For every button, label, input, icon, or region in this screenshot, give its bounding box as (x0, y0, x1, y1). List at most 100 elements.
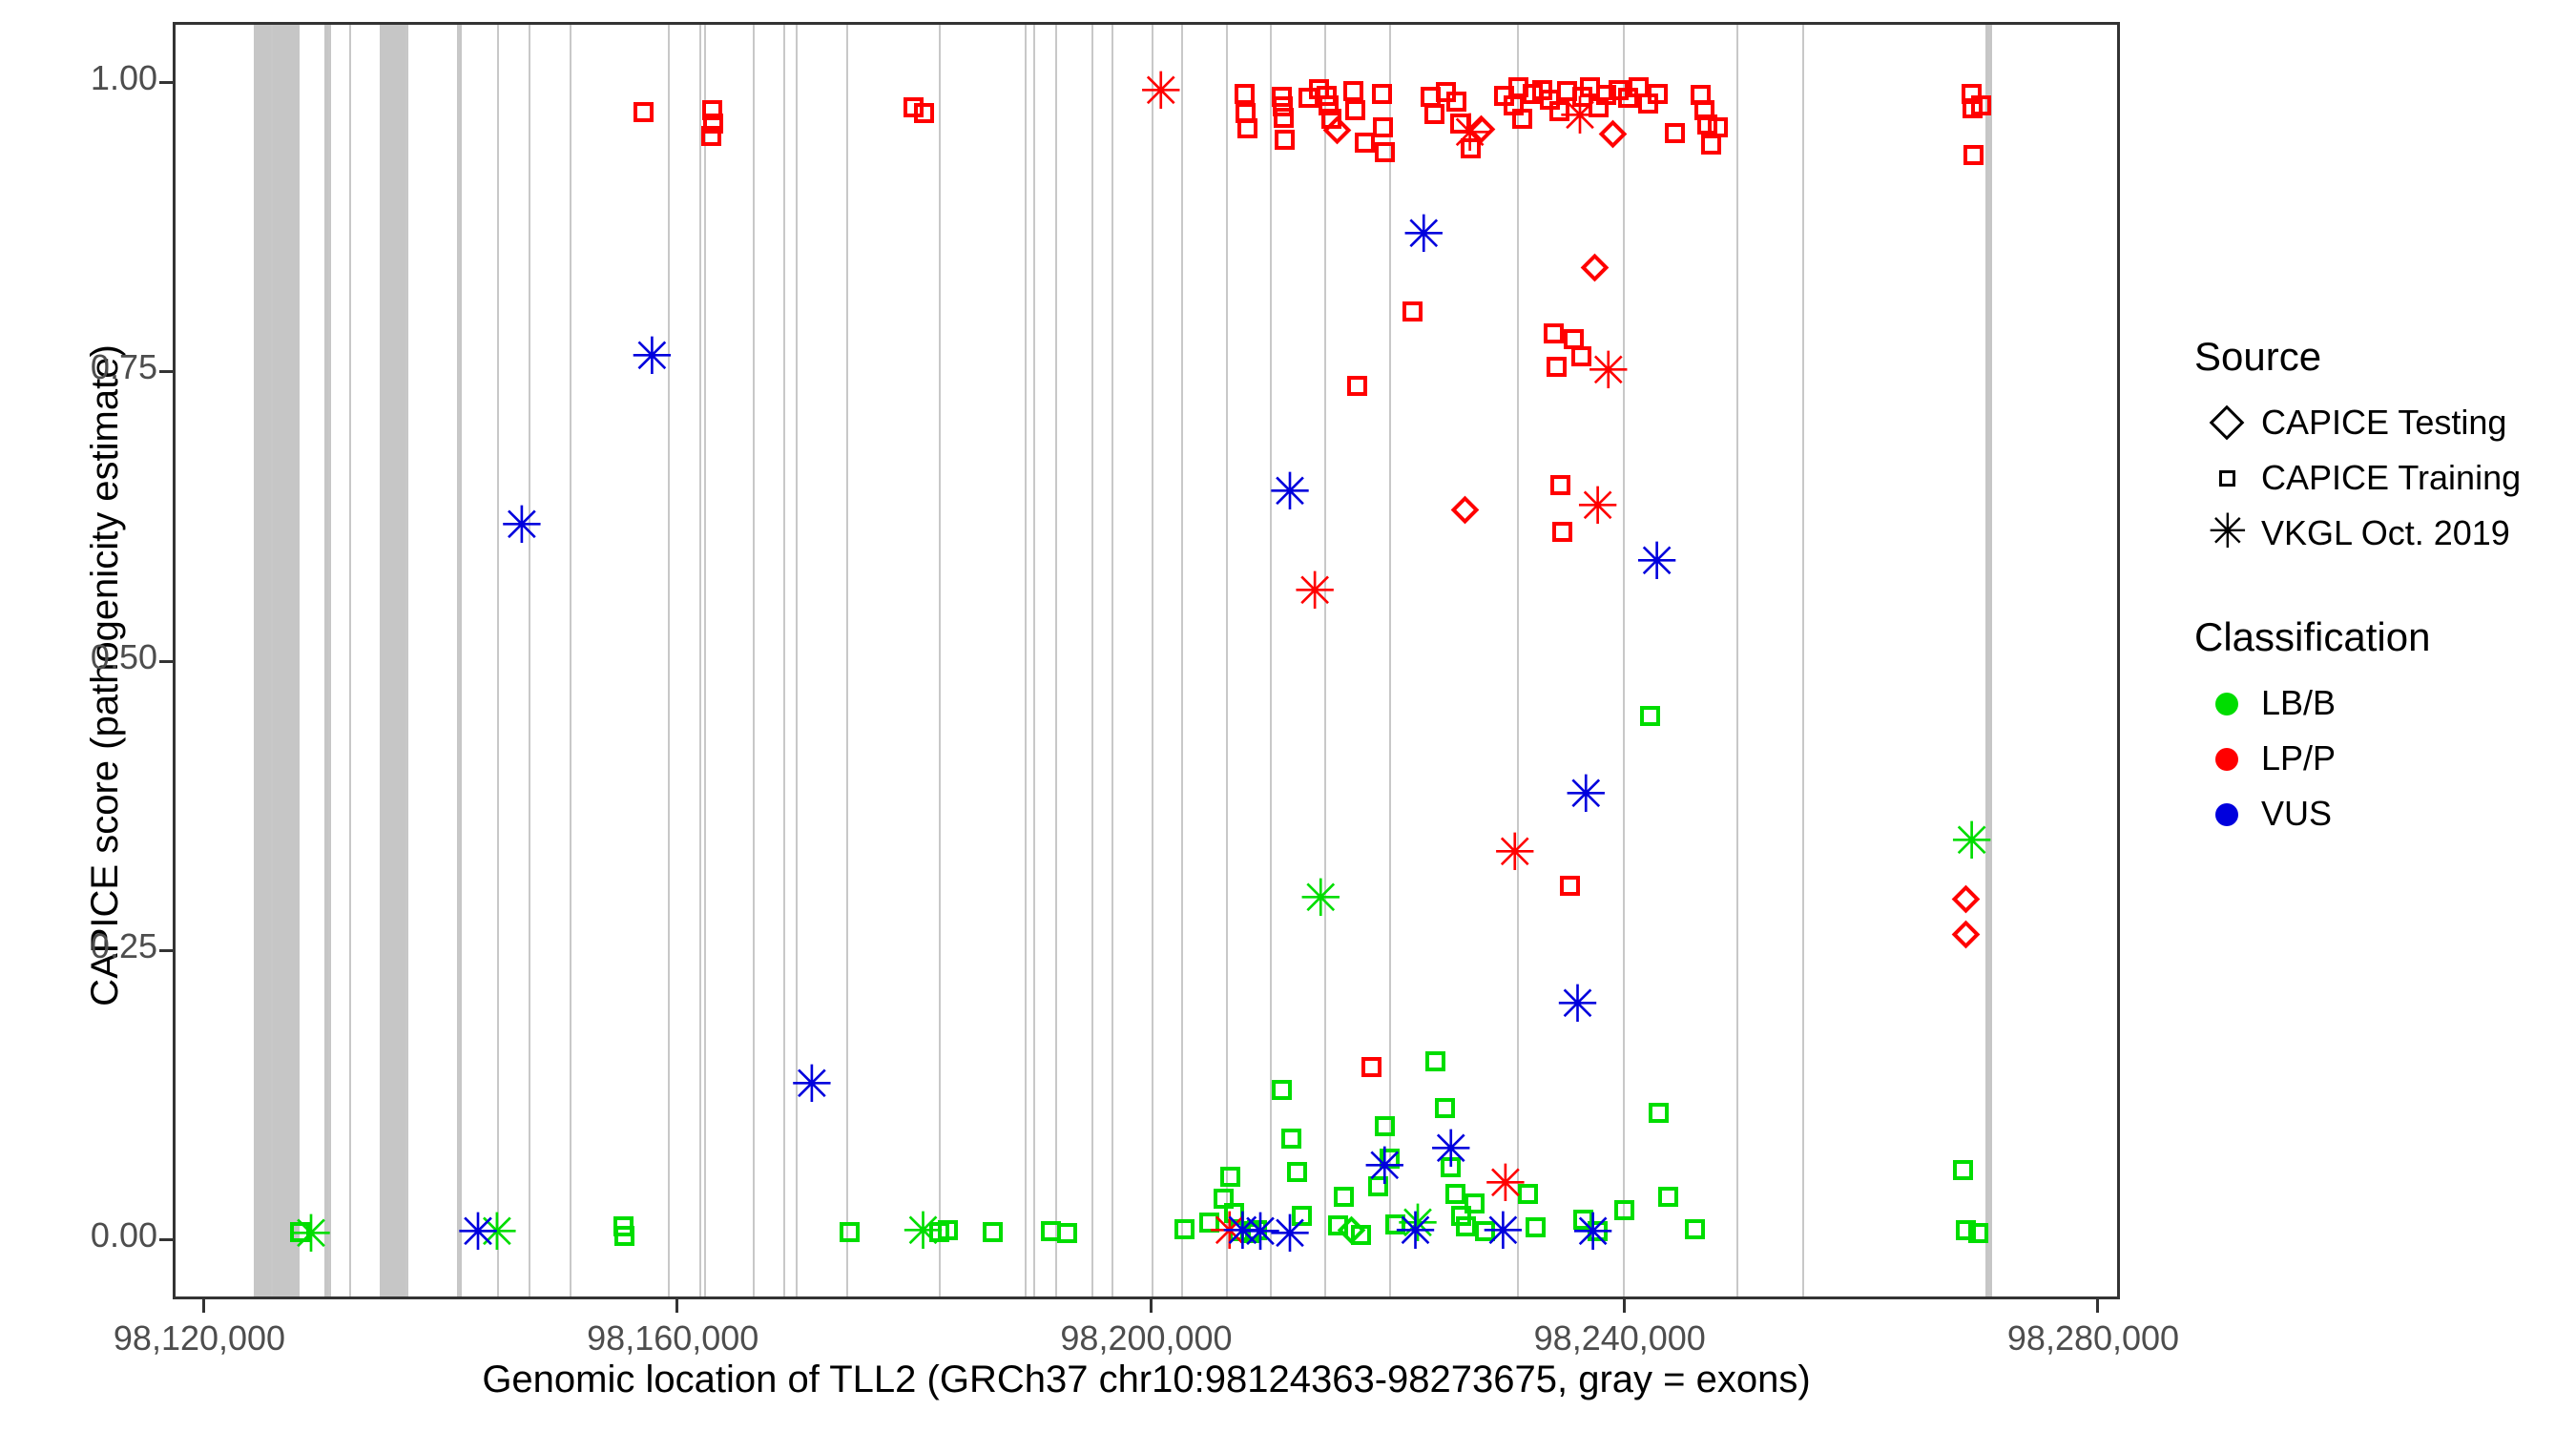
gridline (1517, 25, 1520, 1296)
square-icon (1434, 1098, 1455, 1119)
y-tick-label: 0.00 (90, 1215, 157, 1255)
legend: Source CAPICE Testing CAPICE Training ✳ VKGL… (2194, 334, 2576, 841)
asterisk-icon: ✳ (1484, 1153, 1527, 1214)
square-icon (1280, 1128, 1301, 1149)
square-icon (1456, 1216, 1477, 1237)
plot-area: ✳ ✳ ✳ ✳ ✳ ✳ ✳ ✳ ✳ ✳ ✳ ✳ ✳ ✳ ✳ ✳ ✳ ✳ ✳ ✳ ✳ ✳ ✳ ✳ ✳ ✳ ✳ ✳ ✳ ✳ ✳ ✳ (176, 25, 2117, 1296)
square-icon (1445, 1184, 1466, 1205)
diamond-icon (2209, 404, 2245, 441)
asterisk-icon: ✳ (1362, 1136, 1406, 1197)
gridline (783, 25, 786, 1296)
legend-key (2194, 675, 2261, 731)
asterisk-icon: ✳ (1635, 530, 1679, 591)
diamond-icon (1951, 884, 1981, 914)
square-icon (1174, 1218, 1195, 1239)
gridline (496, 25, 499, 1296)
gridline (795, 25, 798, 1296)
square-icon (1649, 1103, 1670, 1124)
square-icon (1275, 130, 1296, 151)
square-icon (982, 1222, 1003, 1243)
square-icon (1374, 142, 1395, 163)
legend-title-classification: Classification (2194, 614, 2431, 659)
square-icon (1517, 1184, 1538, 1205)
asterisk-icon: ✳ (1402, 203, 1445, 264)
square-icon (914, 103, 935, 124)
diamond-icon (1581, 253, 1610, 281)
dot-icon (2215, 748, 2238, 771)
x-tickmark (202, 1296, 205, 1313)
square-icon (1549, 100, 1570, 121)
square-icon (1955, 1219, 1976, 1240)
legend-key (2194, 450, 2261, 506)
square-icon (1475, 1220, 1496, 1241)
square-icon (1648, 83, 1669, 104)
asterisk-icon: ✳ (1493, 822, 1537, 883)
square-icon (1446, 92, 1467, 113)
gridline (1180, 25, 1183, 1296)
dot-icon (2215, 803, 2238, 826)
legend-item-label: LB/B (2261, 683, 2337, 722)
square-icon (1384, 1213, 1405, 1234)
legend-spacer (2194, 561, 2576, 614)
square-icon (1423, 104, 1444, 125)
square-icon (1235, 83, 1256, 104)
legend-item[interactable]: LB/B (2194, 675, 2576, 731)
square-icon (1664, 122, 1685, 143)
asterisk-icon: ✳ (1564, 763, 1608, 824)
x-tickmark (1149, 1296, 1153, 1313)
square-icon (1424, 1050, 1445, 1071)
square-icon (1551, 522, 1572, 543)
asterisk-icon: ✳ (1571, 1202, 1615, 1263)
square-icon (1240, 1223, 1261, 1244)
square-icon (1347, 376, 1368, 397)
square-icon (1573, 1209, 1594, 1230)
gridline (752, 25, 755, 1296)
square-icon (1402, 301, 1423, 321)
gridline (699, 25, 702, 1296)
legend-item[interactable]: ✳ VKGL Oct. 2019 (2194, 504, 2576, 561)
square-icon (1057, 1223, 1078, 1244)
legend-key (2194, 786, 2261, 841)
legend-item[interactable]: CAPICE Testing (2194, 395, 2576, 450)
square-icon (839, 1222, 860, 1243)
legend-item[interactable]: LP/P (2194, 731, 2576, 786)
diamond-icon (1450, 495, 1480, 525)
square-icon (1701, 134, 1722, 155)
gridline (529, 25, 531, 1296)
square-icon (1614, 1200, 1635, 1221)
legend-item[interactable]: VUS (2194, 786, 2576, 841)
y-tick-label: 0.25 (90, 925, 157, 965)
exon-band (380, 25, 409, 1296)
square-icon (1213, 1188, 1234, 1209)
asterisk-icon: ✳ (1268, 462, 1312, 523)
legend-item[interactable]: CAPICE Training (2194, 450, 2576, 506)
square-icon (1544, 322, 1565, 343)
asterisk-icon: ✳ (289, 1203, 333, 1264)
gridline (845, 25, 848, 1296)
square-icon (937, 1219, 958, 1240)
gridline (405, 25, 408, 1296)
asterisk-icon: ✳ (1950, 811, 1994, 872)
square-icon (1246, 1219, 1267, 1240)
square-icon (1546, 356, 1567, 377)
square-icon (1236, 117, 1257, 138)
gridline (457, 25, 460, 1296)
square-icon (1224, 1202, 1245, 1223)
square-icon (1374, 1115, 1395, 1136)
gridline (1270, 25, 1273, 1296)
y-tick-label: 1.00 (90, 58, 157, 97)
asterisk-icon: ✳ (1429, 1119, 1473, 1180)
x-tick-label: 98,280,000 (2006, 1318, 2180, 1358)
square-icon (1526, 1217, 1547, 1238)
asterisk-icon: ✳ (1396, 1192, 1440, 1254)
x-tickmark (1622, 1296, 1626, 1313)
gridline (704, 25, 707, 1296)
square-icon (1274, 108, 1295, 129)
square-icon (1354, 132, 1375, 153)
x-tick-label: 98,200,000 (1060, 1318, 1233, 1358)
dot-icon (2215, 693, 2238, 716)
asterisk-icon: ✳ (1575, 475, 1620, 536)
x-tick-label: 98,160,000 (587, 1318, 759, 1358)
gridline (1111, 25, 1113, 1296)
square-icon (1684, 1218, 1705, 1239)
